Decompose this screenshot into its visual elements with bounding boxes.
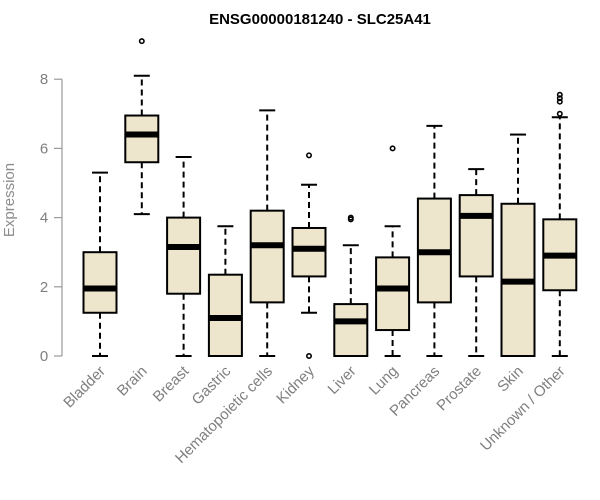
x-tick-label: Brain [114, 363, 151, 400]
y-axis-label: Expression [1, 163, 18, 237]
outlier-point [389, 145, 396, 152]
box-group [542, 91, 578, 357]
outlier-point [305, 352, 312, 359]
iqr-box [291, 226, 327, 278]
box-group [124, 38, 160, 216]
iqr-box [249, 209, 285, 304]
iqr-box [166, 216, 202, 295]
y-tick-label: 8 [40, 71, 48, 88]
x-tick-label: Bladder [60, 363, 109, 412]
chart-title: ENSG00000181240 - SLC25A41 [209, 11, 431, 28]
y-tick-label: 2 [40, 279, 48, 296]
outlier-point [556, 110, 563, 117]
box-group [207, 225, 243, 357]
outlier-point [556, 98, 563, 105]
y-tick-label: 0 [40, 348, 48, 365]
x-tick-label: Skin [494, 363, 527, 396]
box-group [333, 214, 369, 358]
x-tick-label: Lung [366, 363, 402, 399]
y-tick-label: 6 [40, 140, 48, 157]
box-group [500, 133, 536, 357]
iqr-box [458, 194, 494, 278]
iqr-box [124, 114, 160, 164]
x-tick-label: Prostate [433, 363, 485, 415]
outlier-point [556, 91, 563, 98]
box-group [82, 171, 118, 357]
box-group [375, 145, 411, 357]
y-tick-label: 4 [40, 210, 48, 227]
x-tick-label: Kidney [273, 362, 318, 407]
outlier-point [347, 214, 354, 221]
box-group [458, 168, 494, 357]
x-tick-label: Liver [325, 363, 360, 398]
iqr-box [333, 303, 369, 358]
box-group [249, 109, 285, 357]
boxes [82, 38, 578, 359]
box-group [166, 156, 202, 357]
outlier-point [305, 152, 312, 159]
y-axis: 0 2 4 6 8 [40, 71, 63, 365]
box-group [416, 124, 452, 357]
outlier-point [556, 95, 563, 102]
iqr-box [375, 256, 411, 332]
iqr-box [82, 251, 118, 314]
x-tick-label: Breast [150, 362, 193, 405]
box-group [291, 152, 327, 359]
outlier-point [138, 38, 145, 45]
